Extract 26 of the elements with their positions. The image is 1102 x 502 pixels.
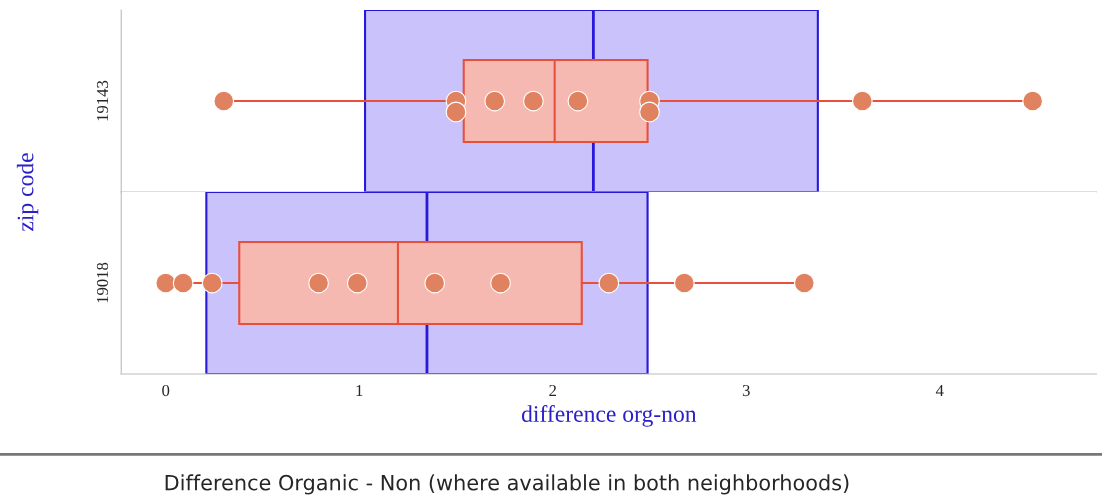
point xyxy=(567,90,589,112)
y-axis-title: zip code xyxy=(16,153,39,232)
point xyxy=(490,272,511,294)
point xyxy=(793,272,815,294)
point xyxy=(172,272,194,294)
point xyxy=(523,90,544,112)
point xyxy=(673,272,695,294)
point xyxy=(155,272,177,294)
text: Difference Organic - Non (where available in both neighborhoods) xyxy=(165,474,849,495)
point xyxy=(1022,90,1044,112)
y-tick-label: 19143 xyxy=(96,80,109,121)
point xyxy=(598,272,620,294)
x-tick-label: 1 xyxy=(356,384,363,396)
point xyxy=(308,272,329,294)
point xyxy=(201,272,223,294)
point xyxy=(213,90,235,112)
x-tick-label: 4 xyxy=(935,385,944,396)
point xyxy=(346,272,368,294)
point xyxy=(424,272,446,294)
point xyxy=(484,90,506,112)
x-tick-label: 2 xyxy=(549,384,556,396)
y-tick-label: 19018 xyxy=(96,262,109,303)
x-axis-title: difference org-non xyxy=(521,405,697,427)
x-tick-label: 3 xyxy=(742,384,750,397)
x-tick-label: 0 xyxy=(162,384,170,397)
point xyxy=(851,90,873,112)
